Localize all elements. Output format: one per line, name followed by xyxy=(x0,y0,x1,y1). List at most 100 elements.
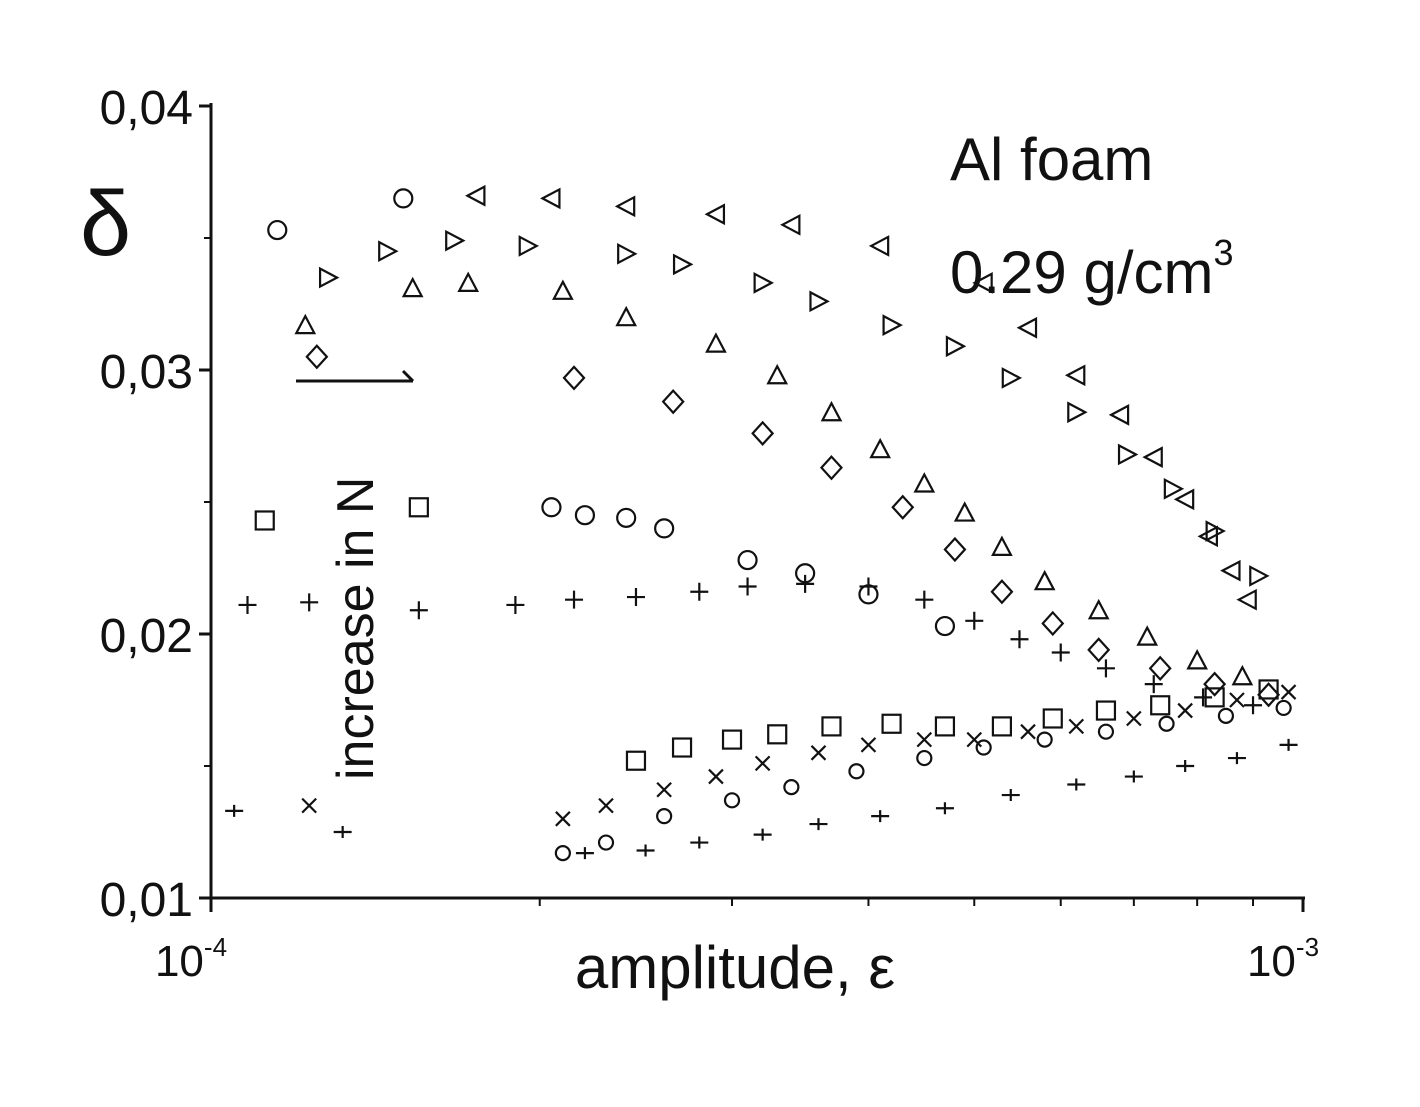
data-point-triangle-up xyxy=(991,535,1013,556)
x-tick-label: 10-3 xyxy=(1247,932,1319,986)
increase-arrow: increase in N xyxy=(296,369,415,780)
data-point-x xyxy=(1229,692,1245,708)
data-point-plus xyxy=(935,802,954,815)
data-point-square xyxy=(1095,700,1117,721)
data-point-circle-small xyxy=(554,845,571,862)
data-point-plus xyxy=(690,836,709,849)
data-point-cross xyxy=(626,588,645,607)
annotation-line2: 0.29 g/cm3 xyxy=(950,232,1234,306)
data-point-triangle-left xyxy=(614,195,636,218)
data-point-square xyxy=(821,716,842,737)
data-point-diamond xyxy=(562,365,586,391)
data-point-cross xyxy=(690,582,709,601)
data-point-square xyxy=(881,713,902,734)
data-point-plus xyxy=(1279,738,1298,751)
data-point-triangle-up xyxy=(1186,649,1209,670)
x-tick-label: 10-4 xyxy=(155,932,227,986)
data-point-circle-small xyxy=(1097,723,1115,740)
data-point-circle-small xyxy=(1217,707,1235,724)
data-point-cross xyxy=(1144,675,1163,694)
data-point-cross xyxy=(1010,630,1029,649)
data-point-circle-small xyxy=(723,792,741,809)
data-point-square xyxy=(767,724,788,745)
data-point-plus xyxy=(1067,778,1086,791)
y-axis-ticks: 0,01 0,02 0,03 0,04 xyxy=(100,82,211,927)
data-point-triangle-left xyxy=(1220,559,1241,582)
data-point-triangle-up xyxy=(869,437,891,459)
data-point-x xyxy=(966,731,983,748)
data-point-triangle-left xyxy=(1236,588,1257,611)
data-point-triangle-right xyxy=(318,266,340,289)
data-point-x xyxy=(754,755,771,772)
data-point-circle-small xyxy=(975,739,992,756)
data-point-triangle-up xyxy=(1087,598,1110,620)
data-point-x xyxy=(598,797,614,814)
data-point-x xyxy=(555,811,571,827)
data-point-triangle-left xyxy=(1173,488,1195,511)
data-point-cross xyxy=(796,574,815,593)
data-point-cross xyxy=(1051,643,1070,662)
data-point-triangle-right xyxy=(1001,367,1023,389)
data-point-cross xyxy=(565,590,584,609)
data-point-triangle-up xyxy=(705,332,727,353)
data-point-triangle-right xyxy=(1205,520,1226,542)
data-point-triangle-up xyxy=(820,400,843,422)
y-tick-label: 0,01 xyxy=(100,874,193,927)
data-point-plus xyxy=(1124,770,1143,783)
data-point-triangle-right xyxy=(445,229,466,252)
data-point-triangle-right xyxy=(672,253,694,276)
y-tick-label: 0,03 xyxy=(100,346,193,399)
data-point-circle-small xyxy=(1036,731,1053,748)
data-point-square xyxy=(671,737,693,758)
data-point-circle-small xyxy=(916,749,933,767)
data-point-square xyxy=(1042,708,1063,729)
y-tick-label: 0,04 xyxy=(100,82,193,135)
data-point-triangle-left xyxy=(1108,404,1130,426)
data-point-triangle-up xyxy=(457,271,480,292)
data-point-cross xyxy=(915,590,934,609)
data-point-diamond xyxy=(1257,682,1281,708)
data-point-circle xyxy=(574,505,596,526)
data-point-plus xyxy=(809,818,828,831)
data-point-triangle-right xyxy=(882,314,903,336)
data-point-triangle-left xyxy=(972,272,993,294)
data-point-square xyxy=(254,510,275,531)
data-point-square xyxy=(721,729,743,750)
data-point-triangle-left xyxy=(780,213,801,236)
data-point-cross xyxy=(300,593,319,612)
data-point-diamond xyxy=(1087,637,1111,663)
data-point-triangle-left xyxy=(1016,316,1038,339)
data-point-plus xyxy=(1001,789,1020,802)
data-point-triangle-right xyxy=(1163,477,1185,500)
data-point-x xyxy=(1280,684,1297,700)
data-point-cross xyxy=(965,611,984,630)
data-point-cross xyxy=(738,577,757,596)
data-point-plus xyxy=(575,847,594,860)
data-point-plus xyxy=(1227,752,1246,765)
annotation-density: 0.29 g/cm xyxy=(950,239,1213,306)
data-point-diamond xyxy=(661,389,685,415)
data-point-triangle-up xyxy=(1231,664,1254,686)
data-point-circle xyxy=(267,219,288,241)
data-point-triangle-right xyxy=(518,235,540,257)
data-point-triangle-up xyxy=(294,313,317,335)
data-point-x xyxy=(708,768,724,785)
x-axis-label: amplitude, ε xyxy=(575,934,895,1001)
data-point-triangle-up xyxy=(552,279,574,300)
data-point-cross xyxy=(859,577,878,596)
data-point-x xyxy=(656,781,672,798)
data-point-x xyxy=(1068,718,1085,735)
data-point-circle-small xyxy=(656,808,673,825)
data-point-square xyxy=(991,716,1013,737)
data-point-circle-small xyxy=(597,834,615,851)
data-point-triangle-right xyxy=(1249,565,1270,587)
data-point-triangle-up xyxy=(953,501,976,522)
data-point-cross xyxy=(238,595,257,614)
data-point-square xyxy=(1204,687,1225,708)
data-point-triangle-left xyxy=(1197,525,1218,548)
data-point-x xyxy=(860,737,877,753)
data-point-x xyxy=(1126,710,1142,727)
data-point-diamond xyxy=(943,536,967,563)
data-point-circle-small xyxy=(848,763,865,780)
